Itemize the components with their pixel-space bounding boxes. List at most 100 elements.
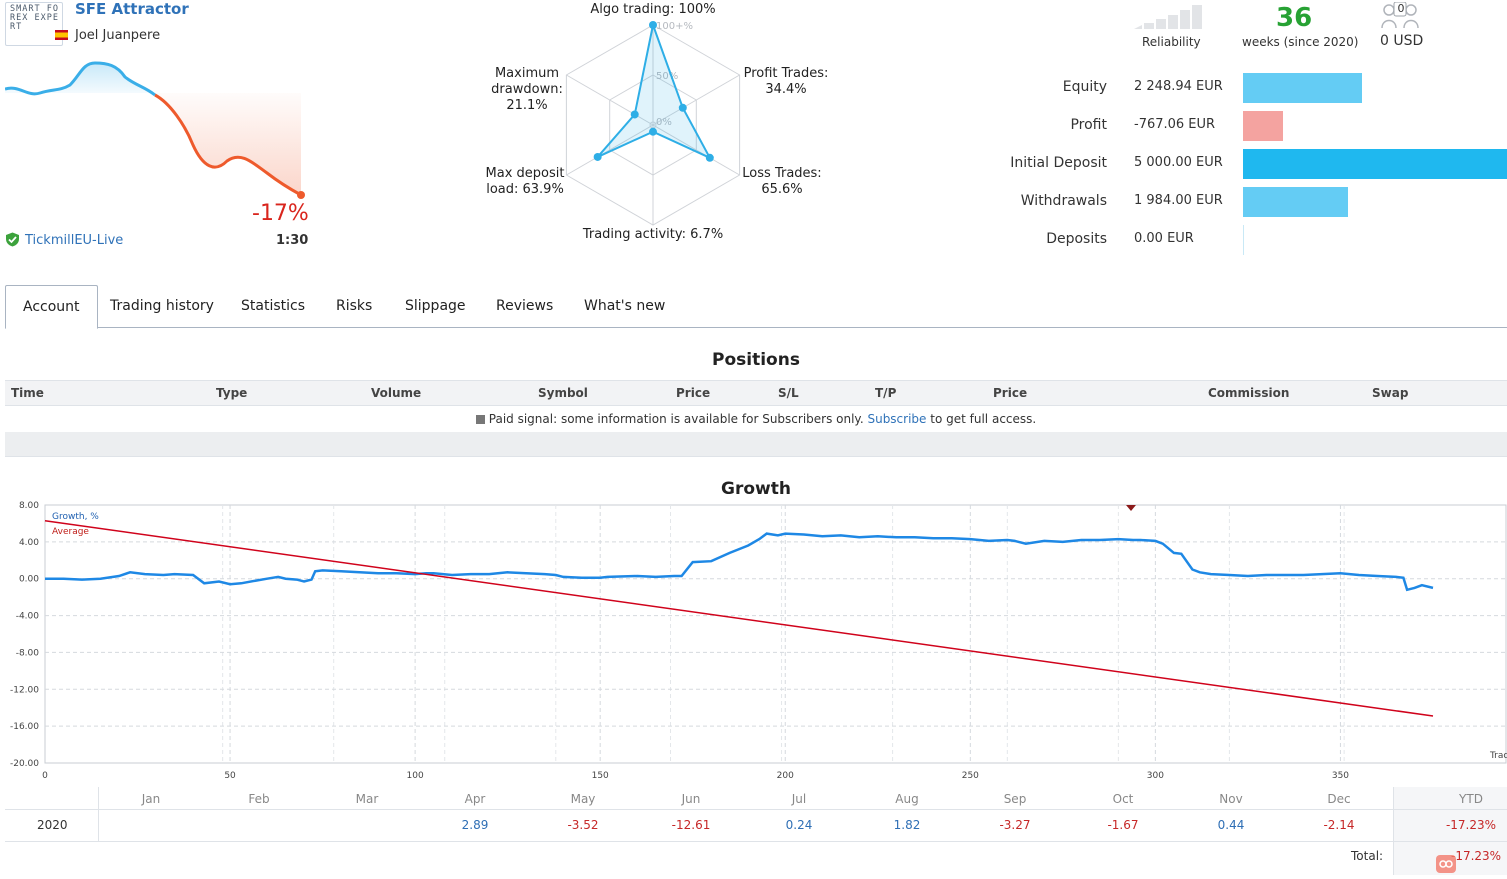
radar-label-max-drawdown: Maximum drawdown: 21.1% bbox=[491, 66, 563, 113]
ytd-value: -17.23% bbox=[1445, 818, 1497, 832]
subscribers-count: 0 bbox=[1397, 2, 1405, 15]
y-tick-label: -20.00 bbox=[10, 759, 39, 769]
month-header: Jan bbox=[141, 792, 161, 806]
col-volume[interactable]: Volume bbox=[371, 386, 422, 400]
total-growth: -17% bbox=[252, 201, 309, 226]
month-value[interactable]: -3.27 bbox=[999, 818, 1031, 832]
month-value[interactable]: -1.67 bbox=[1107, 818, 1139, 832]
month-value[interactable]: 0.44 bbox=[1217, 818, 1245, 832]
month-value[interactable]: -12.61 bbox=[671, 818, 711, 832]
positions-title: Positions bbox=[712, 350, 800, 370]
broker-server-link[interactable]: TickmillEU-Live bbox=[25, 233, 124, 248]
radar-label-trading-activity: Trading activity: 6.7% bbox=[582, 227, 724, 242]
tab-slippage[interactable]: Slippage bbox=[405, 298, 466, 314]
col-swap[interactable]: Swap bbox=[1372, 386, 1409, 400]
col-type[interactable]: Type bbox=[216, 386, 248, 400]
signal-logo[interactable] bbox=[5, 2, 63, 46]
month-header: Mar bbox=[355, 792, 379, 806]
month-value[interactable]: 1.82 bbox=[893, 818, 921, 832]
col-tp[interactable]: T/P bbox=[875, 386, 897, 400]
legend-average: Average bbox=[52, 527, 89, 537]
month-header: Jun bbox=[681, 792, 701, 806]
tab-statistics[interactable]: Statistics bbox=[241, 298, 305, 314]
marker-down-icon bbox=[1126, 505, 1136, 511]
author-name[interactable]: Joel Juanpere bbox=[75, 28, 161, 43]
legend-growth: Growth, % bbox=[52, 512, 99, 522]
radar-label-max-deposit-load: Max deposit load: 63.9% bbox=[485, 166, 565, 197]
radar-scale-label: 50% bbox=[656, 71, 678, 82]
weeks-label: weeks (since 2020) bbox=[1242, 35, 1359, 49]
average-line bbox=[44, 519, 1434, 717]
radar-point bbox=[630, 110, 639, 119]
stat-value: 5 000.00 EUR bbox=[1134, 155, 1223, 170]
positions-table-header: Time Type Volume Symbol Price S/L T/P Pr… bbox=[5, 380, 1507, 406]
stat-label: Withdrawals bbox=[1020, 193, 1107, 209]
month-header: Sep bbox=[1003, 792, 1027, 806]
subscribe-link[interactable]: Subscribe bbox=[867, 412, 927, 426]
tab-whats-new[interactable]: What's new bbox=[584, 298, 666, 314]
verified-shield-icon bbox=[6, 232, 19, 247]
stat-bar bbox=[1243, 149, 1507, 179]
stat-bar bbox=[1243, 187, 1348, 217]
radar-axis bbox=[566, 124, 654, 176]
tab-bar: Account Trading history Statistics Risks… bbox=[5, 285, 1507, 329]
y-tick-label: 0.00 bbox=[19, 575, 39, 585]
y-tick-label: -16.00 bbox=[10, 722, 39, 732]
col-price-open[interactable]: Price bbox=[676, 386, 711, 400]
col-sl[interactable]: S/L bbox=[778, 386, 799, 400]
month-value[interactable]: 0.24 bbox=[785, 818, 813, 832]
stat-label: Profit bbox=[1070, 117, 1107, 133]
paid-signal-notice: Paid signal: some information is availab… bbox=[5, 406, 1507, 432]
month-header: Jul bbox=[791, 792, 807, 806]
month-header: Oct bbox=[1112, 792, 1134, 806]
radar-label-loss-trades: Loss Trades: 65.6% bbox=[742, 166, 822, 197]
tab-reviews[interactable]: Reviews bbox=[496, 298, 554, 314]
col-price-current[interactable]: Price bbox=[993, 386, 1028, 400]
notice-text: Paid signal: some information is availab… bbox=[488, 412, 864, 426]
x-tick-label: 300 bbox=[1147, 771, 1164, 781]
radar-point bbox=[649, 21, 657, 29]
growth-title: Growth bbox=[721, 479, 791, 499]
radar-scale-label: 0% bbox=[656, 117, 672, 128]
radar-point bbox=[678, 103, 687, 112]
y-tick-label: 4.00 bbox=[19, 538, 39, 548]
signal-title[interactable]: SFE Attractor bbox=[75, 0, 189, 18]
x-tick-label: 350 bbox=[1332, 771, 1349, 781]
total-label: Total: bbox=[1351, 849, 1384, 863]
tab-account[interactable]: Account bbox=[5, 285, 98, 329]
x-tick-label: 100 bbox=[407, 771, 424, 781]
growth-chart[interactable]: 0 50 100 150 200 250 300 350 8.00 4.00 0.00 -4.00 -8… bbox=[0, 495, 1507, 785]
radar-axis bbox=[652, 74, 740, 126]
stat-value: -767.06 EUR bbox=[1134, 117, 1216, 132]
month-header: Aug bbox=[895, 792, 919, 806]
radar-scale-label: 100+% bbox=[656, 21, 693, 32]
x-tick-label: 0 bbox=[42, 771, 48, 781]
weeks-value: 36 bbox=[1276, 3, 1313, 33]
radar-point bbox=[649, 127, 657, 136]
col-commission[interactable]: Commission bbox=[1208, 386, 1290, 400]
stat-value: 1 984.00 EUR bbox=[1134, 193, 1223, 208]
growth-sparkline bbox=[5, 61, 305, 199]
month-value[interactable]: 2.89 bbox=[461, 818, 489, 832]
tab-risks[interactable]: Risks bbox=[336, 298, 373, 314]
eahub-logo-icon bbox=[1436, 855, 1456, 873]
y-tick-label: -4.00 bbox=[16, 612, 40, 622]
radar-label-algo: Algo trading: 100% bbox=[590, 2, 716, 17]
spain-flag-icon bbox=[55, 30, 68, 40]
year-label: 2020 bbox=[37, 818, 68, 832]
stat-bar bbox=[1243, 73, 1362, 103]
col-symbol[interactable]: Symbol bbox=[538, 386, 588, 400]
col-time[interactable]: Time bbox=[11, 386, 44, 400]
tab-trading-history[interactable]: Trading history bbox=[110, 298, 214, 314]
radar-axis bbox=[652, 124, 740, 176]
radar-axis bbox=[566, 74, 654, 126]
x-tick-label: 250 bbox=[962, 771, 979, 781]
ytd-header: YTD bbox=[1459, 792, 1483, 806]
month-value[interactable]: -3.52 bbox=[567, 818, 599, 832]
month-value[interactable]: -2.14 bbox=[1323, 818, 1355, 832]
lock-icon bbox=[475, 415, 485, 424]
radar-chart: 100+% 50% 0% bbox=[565, 21, 741, 226]
radar-series bbox=[596, 21, 713, 160]
stat-value: 2 248.94 EUR bbox=[1134, 79, 1223, 94]
total-value: -17.23% bbox=[1451, 849, 1502, 863]
